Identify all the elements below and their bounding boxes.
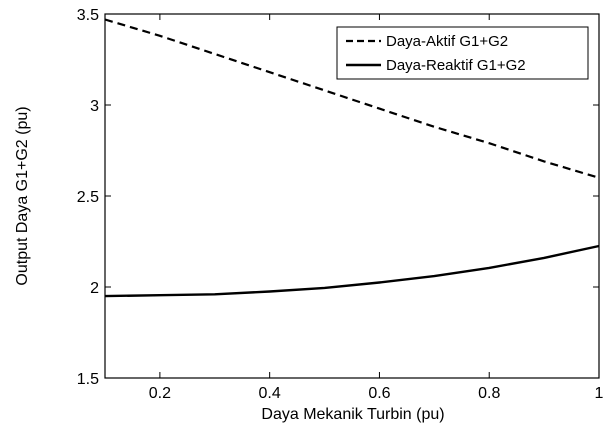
plot-frame	[104, 13, 600, 379]
y-axis-label: Output Daya G1+G2 (pu)	[14, 106, 31, 285]
x-tick-label: 0.8	[478, 385, 500, 402]
y-tick-label: 1.5	[77, 371, 99, 388]
series-layer	[104, 18, 600, 298]
y-tick-label: 2.5	[77, 189, 99, 206]
legend-label-reaktif: Daya-Reaktif G1+G2	[386, 57, 526, 74]
x-axis-label: Daya Mekanik Turbin (pu)	[261, 406, 444, 423]
legend-box	[336, 26, 589, 80]
series-line-reaktif	[104, 244, 600, 298]
legend: Daya-Aktif G1+G2 Daya-Reaktif G1+G2	[336, 26, 589, 80]
x-tick-label: 0.2	[149, 385, 171, 402]
y-tick-label: 2	[90, 280, 99, 297]
series-line-aktif	[104, 18, 600, 179]
y-tick-label: 3.5	[77, 7, 99, 24]
x-tick-label: 0.4	[259, 385, 281, 402]
x-tick-label: 0.6	[368, 385, 390, 402]
y-tick-label: 3	[90, 98, 99, 115]
ticks-layer: 0.2 0.4 0.6 0.8 1 1.5 2 2.5 3 3.5	[77, 7, 604, 402]
legend-label-aktif: Daya-Aktif G1+G2	[386, 33, 508, 50]
x-tick-label: 1	[595, 385, 604, 402]
